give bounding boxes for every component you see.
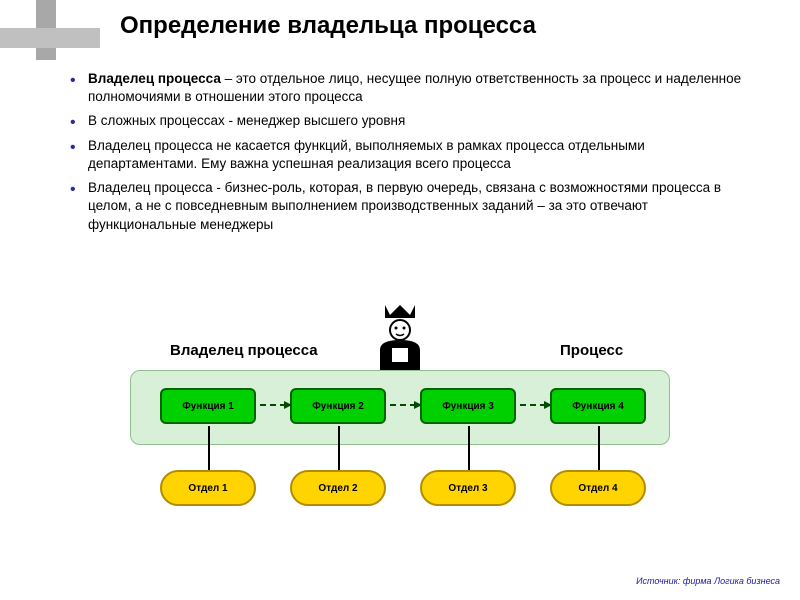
function-box: Функция 2 [290, 388, 386, 424]
department-box: Отдел 3 [420, 470, 516, 506]
process-label: Процесс [560, 342, 623, 359]
bullet-text: Владелец процесса не касается функций, в… [88, 138, 645, 171]
diagram: Владелец процесса Процесс Функция 1 Функц… [0, 300, 800, 560]
owner-icon [370, 300, 430, 370]
department-box: Отдел 4 [550, 470, 646, 506]
bullet-text: В сложных процессах - менеджер высшего у… [88, 113, 405, 128]
bullet-bold: Владелец процесса [88, 71, 221, 86]
connector-line [338, 426, 340, 470]
bullet-list: Владелец процесса – это отдельное лицо, … [70, 70, 750, 234]
flow-arrow [520, 404, 546, 406]
flow-arrow [390, 404, 416, 406]
bullet-item: Владелец процесса - бизнес-роль, которая… [70, 179, 750, 234]
department-box: Отдел 1 [160, 470, 256, 506]
bullet-item: Владелец процесса не касается функций, в… [70, 137, 750, 173]
connector-line [468, 426, 470, 470]
function-box: Функция 1 [160, 388, 256, 424]
connector-line [598, 426, 600, 470]
title-bar: Определение владельца процесса [0, 0, 800, 60]
source-credit: Источник: фирма Логика бизнеса [636, 576, 780, 586]
bullet-text: Владелец процесса - бизнес-роль, которая… [88, 180, 721, 231]
connector-line [208, 426, 210, 470]
function-box: Функция 3 [420, 388, 516, 424]
function-box: Функция 4 [550, 388, 646, 424]
page-title: Определение владельца процесса [120, 12, 536, 40]
flow-arrow [260, 404, 286, 406]
bullet-item: В сложных процессах - менеджер высшего у… [70, 112, 750, 130]
department-box: Отдел 2 [290, 470, 386, 506]
bullet-item: Владелец процесса – это отдельное лицо, … [70, 70, 750, 106]
title-deco-horizontal [0, 28, 100, 48]
owner-label: Владелец процесса [170, 342, 318, 359]
